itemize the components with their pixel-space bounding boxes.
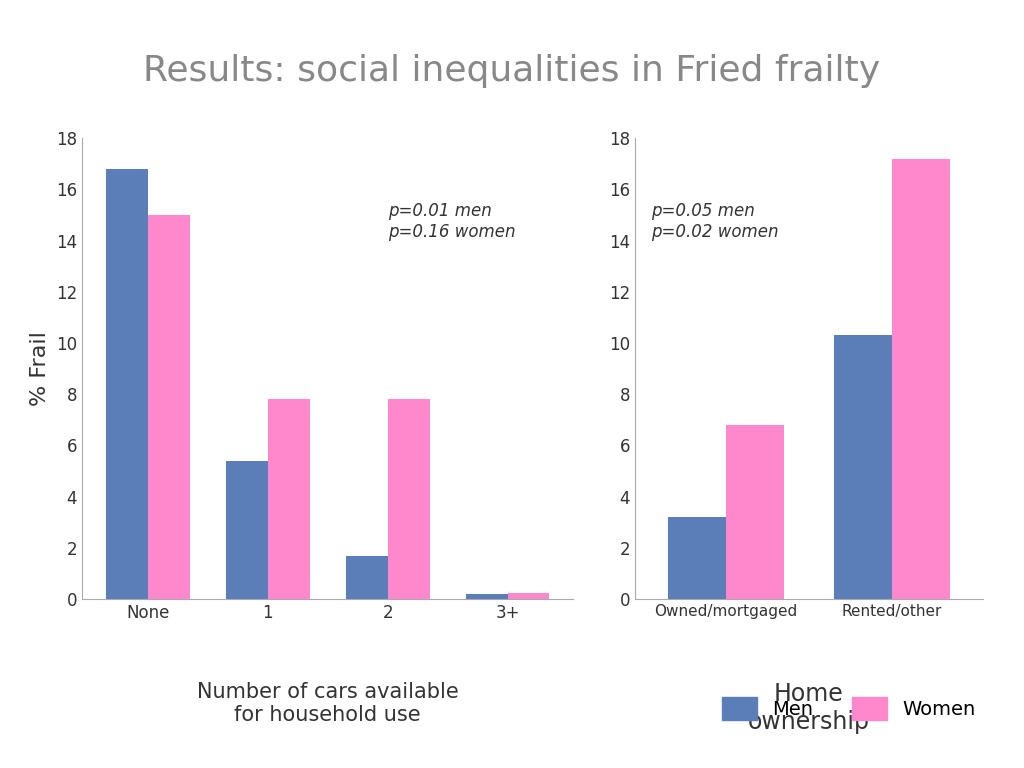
Bar [147,215,189,599]
Bar [346,555,388,599]
Text: p=0.01 men
p=0.16 women: p=0.01 men p=0.16 women [388,202,515,241]
Y-axis label: % Frail: % Frail [31,331,50,406]
Bar [225,461,267,599]
Bar [668,517,726,599]
Bar [892,159,950,599]
Bar [105,169,147,599]
Bar [834,336,892,599]
Text: Number of cars available
for household use: Number of cars available for household u… [197,682,459,725]
Bar [726,425,784,599]
Legend: Men, Women: Men, Women [714,690,984,727]
Text: p=0.05 men
p=0.02 women: p=0.05 men p=0.02 women [651,202,779,241]
Text: Results: social inequalities in Fried frailty: Results: social inequalities in Fried fr… [143,54,881,88]
Bar [267,399,309,599]
Text: Home
ownership: Home ownership [748,682,870,733]
Bar [466,594,508,599]
Bar [508,593,550,599]
Bar [388,399,430,599]
